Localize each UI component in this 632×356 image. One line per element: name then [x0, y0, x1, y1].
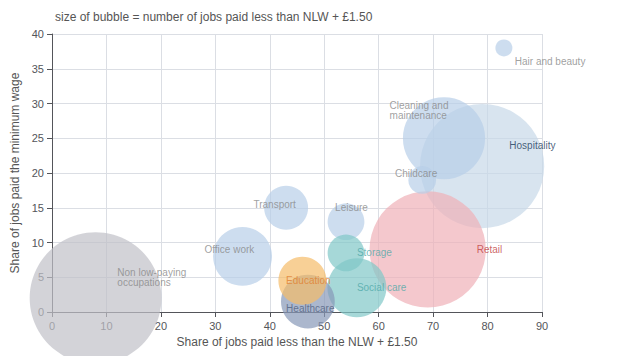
svg-text:25: 25 — [32, 132, 44, 144]
svg-text:40: 40 — [264, 320, 276, 332]
svg-text:size of bubble = number of job: size of bubble = number of jobs paid les… — [55, 10, 373, 24]
svg-text:Share of jobs paid the minimum: Share of jobs paid the minimum wage — [8, 72, 22, 273]
svg-text:Retail: Retail — [477, 244, 503, 255]
svg-text:15: 15 — [32, 202, 44, 214]
svg-text:20: 20 — [32, 167, 44, 179]
svg-text:40: 40 — [32, 28, 44, 40]
svg-text:Storage: Storage — [357, 247, 392, 258]
svg-text:60: 60 — [373, 320, 385, 332]
svg-text:80: 80 — [481, 320, 493, 332]
svg-text:30: 30 — [209, 320, 221, 332]
svg-text:Social care: Social care — [357, 282, 407, 293]
svg-text:10: 10 — [32, 237, 44, 249]
svg-text:Education: Education — [286, 275, 330, 286]
svg-text:occupations: occupations — [117, 277, 170, 288]
svg-text:maintenance: maintenance — [390, 110, 448, 121]
svg-text:Cleaning and: Cleaning and — [389, 99, 449, 111]
svg-text:90: 90 — [536, 320, 548, 332]
svg-text:Share of jobs paid less than t: Share of jobs paid less than the NLW + £… — [177, 335, 418, 349]
svg-text:Transport: Transport — [253, 199, 296, 210]
svg-text:70: 70 — [427, 320, 439, 332]
svg-text:Non low-paying: Non low-paying — [117, 266, 187, 278]
svg-text:Childcare: Childcare — [395, 168, 438, 179]
svg-text:Hospitality: Hospitality — [509, 140, 555, 151]
svg-text:30: 30 — [32, 98, 44, 110]
svg-text:Hair and beauty: Hair and beauty — [515, 56, 586, 67]
svg-text:50: 50 — [318, 319, 331, 332]
svg-text:Healthcare: Healthcare — [286, 303, 335, 314]
svg-text:Office work: Office work — [204, 244, 255, 255]
svg-text:35: 35 — [32, 63, 44, 75]
svg-text:Leisure: Leisure — [335, 202, 368, 213]
svg-text:20: 20 — [154, 319, 167, 332]
